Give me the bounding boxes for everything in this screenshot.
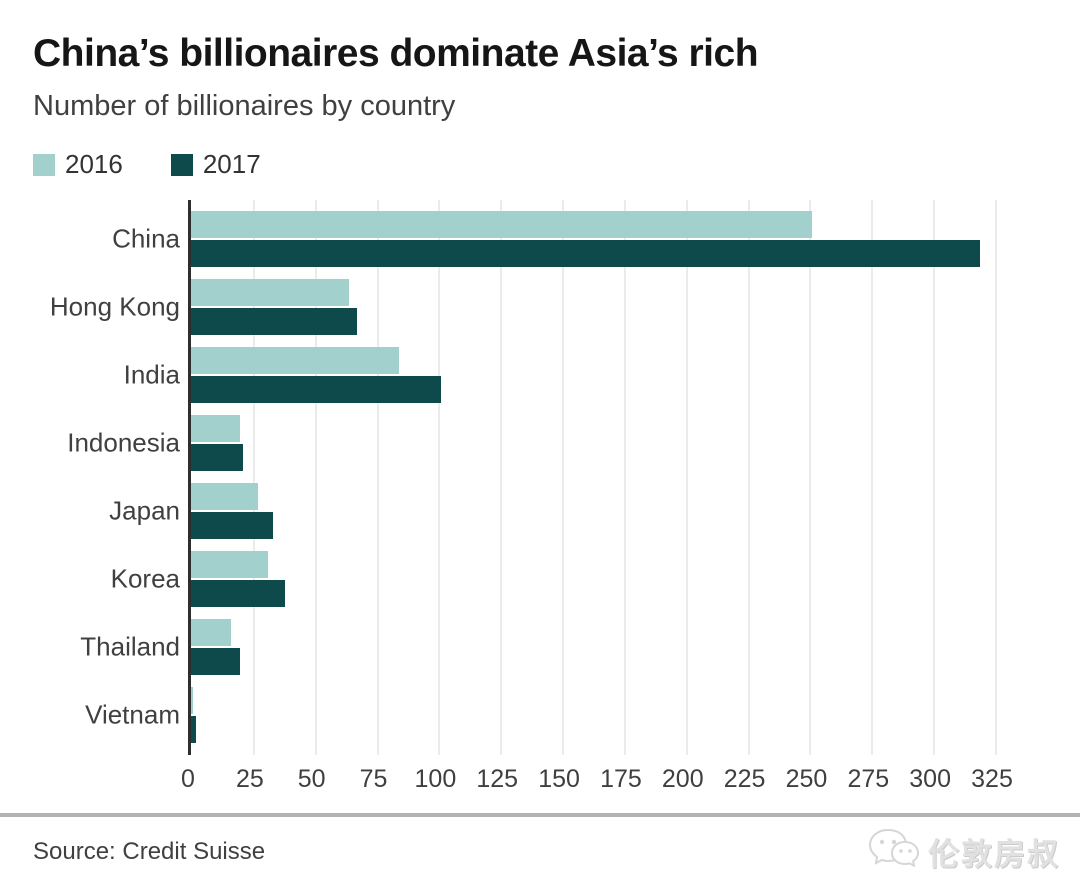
category-label-thailand: Thailand	[80, 631, 180, 662]
gridline-200	[685, 200, 688, 755]
chart-row-indonesia: Indonesia	[67, 415, 1047, 471]
legend-item-2017: 2017	[170, 149, 261, 180]
x-tick-label-175: 175	[600, 765, 642, 793]
footer-divider	[0, 813, 1080, 817]
bar-2016-hong-kong	[191, 279, 350, 306]
legend-swatch-2016	[33, 153, 55, 176]
chart-row-china: China	[112, 211, 1047, 267]
gridline-275	[871, 200, 874, 755]
category-label-hong-kong: Hong Kong	[49, 291, 180, 322]
x-tick-label-100: 100	[414, 765, 457, 793]
chart-row-vietnam: Vietnam	[85, 687, 1047, 743]
gridline-225	[747, 200, 750, 755]
chart-row-india: India	[124, 347, 1047, 403]
bar-2016-japan	[191, 483, 258, 510]
bar-2017-china	[191, 240, 981, 267]
category-label-indonesia: Indonesia	[67, 427, 180, 458]
watermark-text: 伦敦房叔	[928, 837, 1060, 872]
legend-swatch-2017	[170, 153, 193, 176]
x-tick-label-325: 325	[971, 765, 1013, 793]
gridline-100	[438, 200, 441, 755]
chart-title: China’s billionaires dominate Asia’s ric…	[33, 32, 759, 75]
bar-2016-china	[191, 211, 812, 238]
bar-2016-korea	[191, 551, 268, 578]
chart-row-thailand: Thailand	[80, 619, 1047, 675]
bar-2017-indonesia	[191, 444, 243, 471]
x-tick-label-200: 200	[661, 765, 704, 793]
chart-row-japan: Japan	[109, 483, 1047, 539]
x-tick-label-275: 275	[847, 765, 890, 793]
bar-2016-vietnam	[191, 687, 194, 714]
x-tick-label-125: 125	[476, 765, 519, 793]
gridline-50	[314, 200, 317, 755]
wechat-bubbles-icon	[868, 828, 920, 875]
source-credit: Source: Credit Suisse	[33, 837, 266, 865]
x-axis-ticks: 0 25 50 75 100 125 150 175 200 225 250 275 300 325	[181, 755, 1047, 797]
bar-2017-india	[191, 376, 441, 403]
gridline-75	[376, 200, 379, 755]
gridline-175	[623, 200, 626, 755]
bar-2016-india	[191, 347, 399, 374]
legend-label-2016: 2016	[65, 149, 123, 179]
gridline-325	[995, 200, 997, 755]
footer: Source: Credit Suisse 伦敦房叔	[33, 828, 1060, 875]
bar-2017-korea	[191, 580, 285, 607]
watermark: 伦敦房叔	[868, 828, 1060, 875]
gridline-250	[809, 200, 812, 755]
x-tick-label-0: 0	[181, 765, 195, 793]
chart-page: China’s billionaires dominate Asia’s ric…	[33, 32, 1047, 797]
bar-2017-vietnam	[191, 716, 196, 743]
category-label-india: India	[123, 359, 180, 390]
bar-2017-hong-kong	[191, 308, 357, 335]
legend-item-2016: 2016	[33, 149, 123, 180]
x-tick-label-300: 300	[909, 765, 951, 793]
gridline-300	[933, 200, 936, 755]
legend-label-2017: 2017	[202, 149, 261, 179]
bar-2016-indonesia	[191, 415, 241, 442]
chart-subtitle: Number of billionaires by country	[33, 90, 456, 122]
category-label-korea: Korea	[110, 563, 180, 594]
category-label-vietnam: Vietnam	[85, 699, 180, 730]
legend: 2016 2017	[33, 149, 1047, 180]
bar-chart: China Hong Kong India Indonesia Japan Korea Th…	[33, 200, 1047, 797]
gridline-150	[562, 200, 565, 755]
plot-area: China Hong Kong India Indonesia Japan Korea Th…	[50, 200, 1047, 797]
x-tick-label-150: 150	[538, 765, 580, 793]
bar-2017-thailand	[191, 648, 241, 675]
gridline-25	[252, 200, 255, 755]
bar-2017-japan	[191, 512, 273, 539]
x-tick-label-225: 225	[723, 765, 766, 793]
x-tick-label-250: 250	[785, 765, 828, 793]
category-label-japan: Japan	[109, 495, 180, 526]
x-tick-label-25: 25	[235, 765, 264, 793]
chart-row-korea: Korea	[111, 551, 1047, 607]
plot-grid: China Hong Kong India Indonesia Japan Korea Th…	[50, 200, 1047, 755]
chart-row-hong-kong: Hong Kong	[50, 279, 1047, 335]
bar-2016-thailand	[191, 619, 231, 646]
gridline-125	[500, 200, 503, 755]
x-tick-label-50: 50	[297, 765, 326, 793]
category-label-china: China	[112, 223, 180, 254]
x-tick-label-75: 75	[359, 765, 388, 793]
